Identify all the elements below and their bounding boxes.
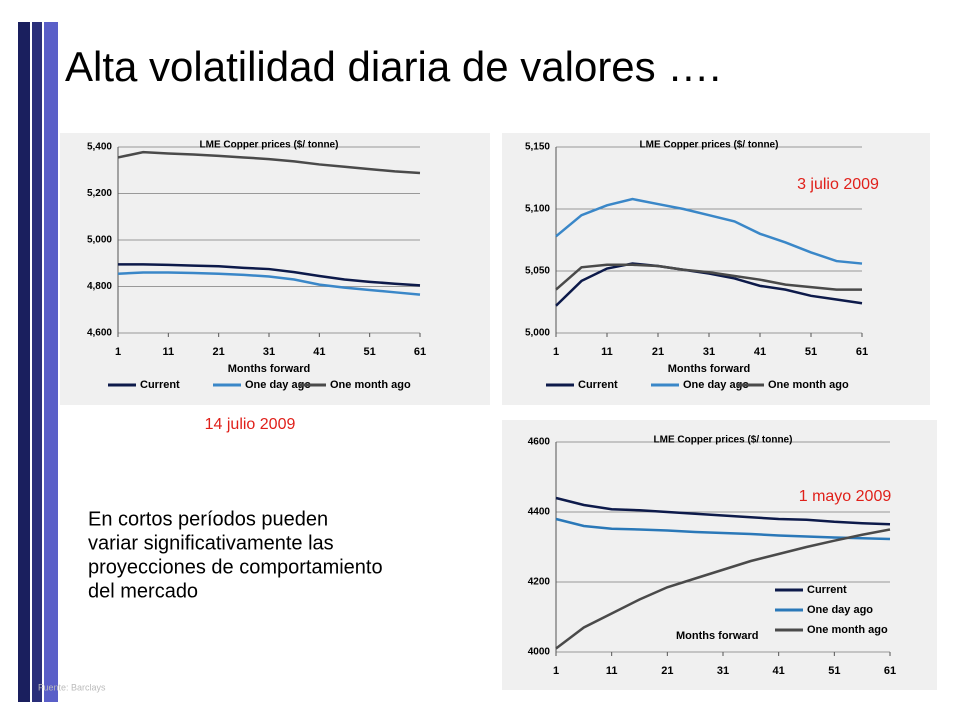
body-line: del mercado [88, 580, 198, 602]
series-line [555, 197, 863, 265]
x-tick-label: 11 [601, 346, 613, 358]
chart-title: LME Copper prices ($/ tonne) [640, 140, 779, 151]
x-tick-label: 11 [163, 346, 175, 358]
slide-title: Alta volatilidad diaria de valores …. [65, 43, 721, 90]
series-line [555, 517, 891, 541]
x-tick-label: 61 [884, 665, 896, 677]
y-tick-label: 4,600 [87, 328, 112, 339]
legend-label: One day ago [245, 379, 311, 391]
legend-label: Current [140, 379, 180, 391]
x-tick-label: 51 [828, 665, 840, 677]
y-tick-label: 4600 [528, 437, 551, 448]
x-tick-label: 41 [313, 346, 325, 358]
chart-title: LME Copper prices ($/ tonne) [654, 435, 793, 446]
legend-label: One month ago [768, 379, 849, 391]
y-tick-label: 4000 [528, 647, 551, 658]
y-tick-label: 4400 [528, 507, 551, 518]
x-axis-label: Months forward [676, 630, 759, 642]
side-bar [18, 22, 30, 702]
x-tick-label: 1 [553, 665, 559, 677]
x-axis-label: Months forward [228, 363, 311, 375]
legend-label: Current [807, 584, 847, 596]
y-tick-label: 5,100 [525, 204, 550, 215]
x-tick-label: 61 [414, 346, 426, 358]
x-tick-label: 41 [773, 665, 785, 677]
y-tick-label: 4200 [528, 577, 551, 588]
y-tick-label: 5,400 [87, 142, 112, 153]
annotation: 3 julio 2009 [797, 176, 879, 193]
legend-label: One day ago [807, 604, 873, 616]
x-tick-label: 61 [856, 346, 868, 358]
x-tick-label: 31 [263, 346, 275, 358]
y-tick-label: 5,000 [87, 235, 112, 246]
y-tick-label: 5,000 [525, 328, 550, 339]
x-tick-label: 51 [805, 346, 817, 358]
series-line [555, 528, 891, 650]
series-line [555, 496, 891, 526]
side-bar [44, 22, 58, 702]
chart-panel [502, 133, 930, 405]
x-tick-label: 21 [652, 346, 664, 358]
y-tick-label: 4,800 [87, 281, 112, 292]
series-line [118, 263, 421, 287]
x-tick-label: 1 [115, 346, 121, 358]
x-tick-label: 51 [364, 346, 376, 358]
y-tick-label: 5,200 [87, 188, 112, 199]
series-line [117, 271, 421, 296]
legend-label: One month ago [807, 624, 888, 636]
x-tick-label: 41 [754, 346, 766, 358]
x-tick-label: 21 [213, 346, 225, 358]
y-tick-label: 5,150 [525, 142, 550, 153]
chart-panel [502, 420, 937, 690]
annotation: 14 julio 2009 [205, 416, 296, 433]
series-line [555, 263, 862, 291]
series-line [117, 150, 421, 175]
y-tick-label: 5,050 [525, 266, 550, 277]
x-tick-label: 11 [606, 665, 618, 677]
x-axis-label: Months forward [668, 363, 751, 375]
body-line: proyecciones de comportamiento [88, 556, 383, 578]
body-line: variar significativamente las [88, 532, 334, 554]
legend-label: One day ago [683, 379, 749, 391]
source: Fuente: Barclays [38, 682, 106, 692]
annotation: 1 mayo 2009 [799, 488, 892, 505]
x-tick-label: 31 [717, 665, 729, 677]
body-line: En cortos períodos pueden [88, 508, 328, 530]
x-tick-label: 31 [703, 346, 715, 358]
legend-label: One month ago [330, 379, 411, 391]
side-bar [32, 22, 42, 702]
legend-label: Current [578, 379, 618, 391]
x-tick-label: 1 [553, 346, 559, 358]
chart-title: LME Copper prices ($/ tonne) [200, 140, 339, 151]
x-tick-label: 21 [661, 665, 673, 677]
